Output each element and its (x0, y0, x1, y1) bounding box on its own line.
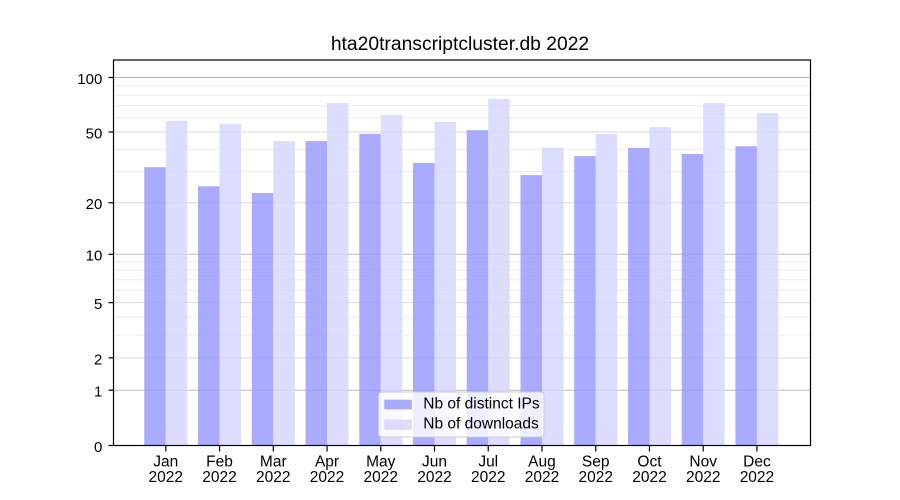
svg-text:0: 0 (94, 439, 102, 456)
svg-text:2022: 2022 (525, 469, 559, 486)
svg-text:2: 2 (94, 351, 102, 368)
svg-text:Aug: Aug (528, 453, 556, 470)
svg-text:Jan: Jan (153, 453, 178, 470)
svg-text:100: 100 (77, 71, 102, 88)
svg-text:Sep: Sep (582, 453, 610, 470)
svg-text:2022: 2022 (686, 469, 720, 486)
svg-text:1: 1 (94, 384, 102, 401)
svg-text:hta20transcriptcluster.db 2022: hta20transcriptcluster.db 2022 (331, 34, 589, 55)
svg-text:2022: 2022 (310, 469, 344, 486)
svg-text:2022: 2022 (202, 469, 236, 486)
svg-text:May: May (366, 453, 396, 470)
svg-text:5: 5 (94, 296, 102, 313)
svg-text:2022: 2022 (256, 469, 290, 486)
svg-text:2022: 2022 (632, 469, 666, 486)
svg-text:Nov: Nov (689, 453, 717, 470)
svg-text:Nb of downloads: Nb of downloads (423, 416, 539, 433)
svg-text:Apr: Apr (315, 453, 339, 470)
svg-text:Nb of distinct IPs: Nb of distinct IPs (423, 396, 540, 413)
svg-text:2022: 2022 (471, 469, 505, 486)
svg-text:50: 50 (86, 125, 103, 142)
svg-text:Jul: Jul (478, 453, 498, 470)
svg-text:Oct: Oct (637, 453, 662, 470)
svg-text:2022: 2022 (578, 469, 612, 486)
svg-text:Feb: Feb (206, 453, 233, 470)
svg-text:10: 10 (86, 248, 103, 265)
svg-text:2022: 2022 (149, 469, 183, 486)
svg-text:Jun: Jun (422, 453, 447, 470)
svg-text:20: 20 (86, 196, 103, 213)
svg-text:Dec: Dec (743, 453, 771, 470)
svg-text:Mar: Mar (260, 453, 287, 470)
svg-text:2022: 2022 (364, 469, 398, 486)
svg-text:2022: 2022 (740, 469, 774, 486)
svg-text:2022: 2022 (417, 469, 451, 486)
